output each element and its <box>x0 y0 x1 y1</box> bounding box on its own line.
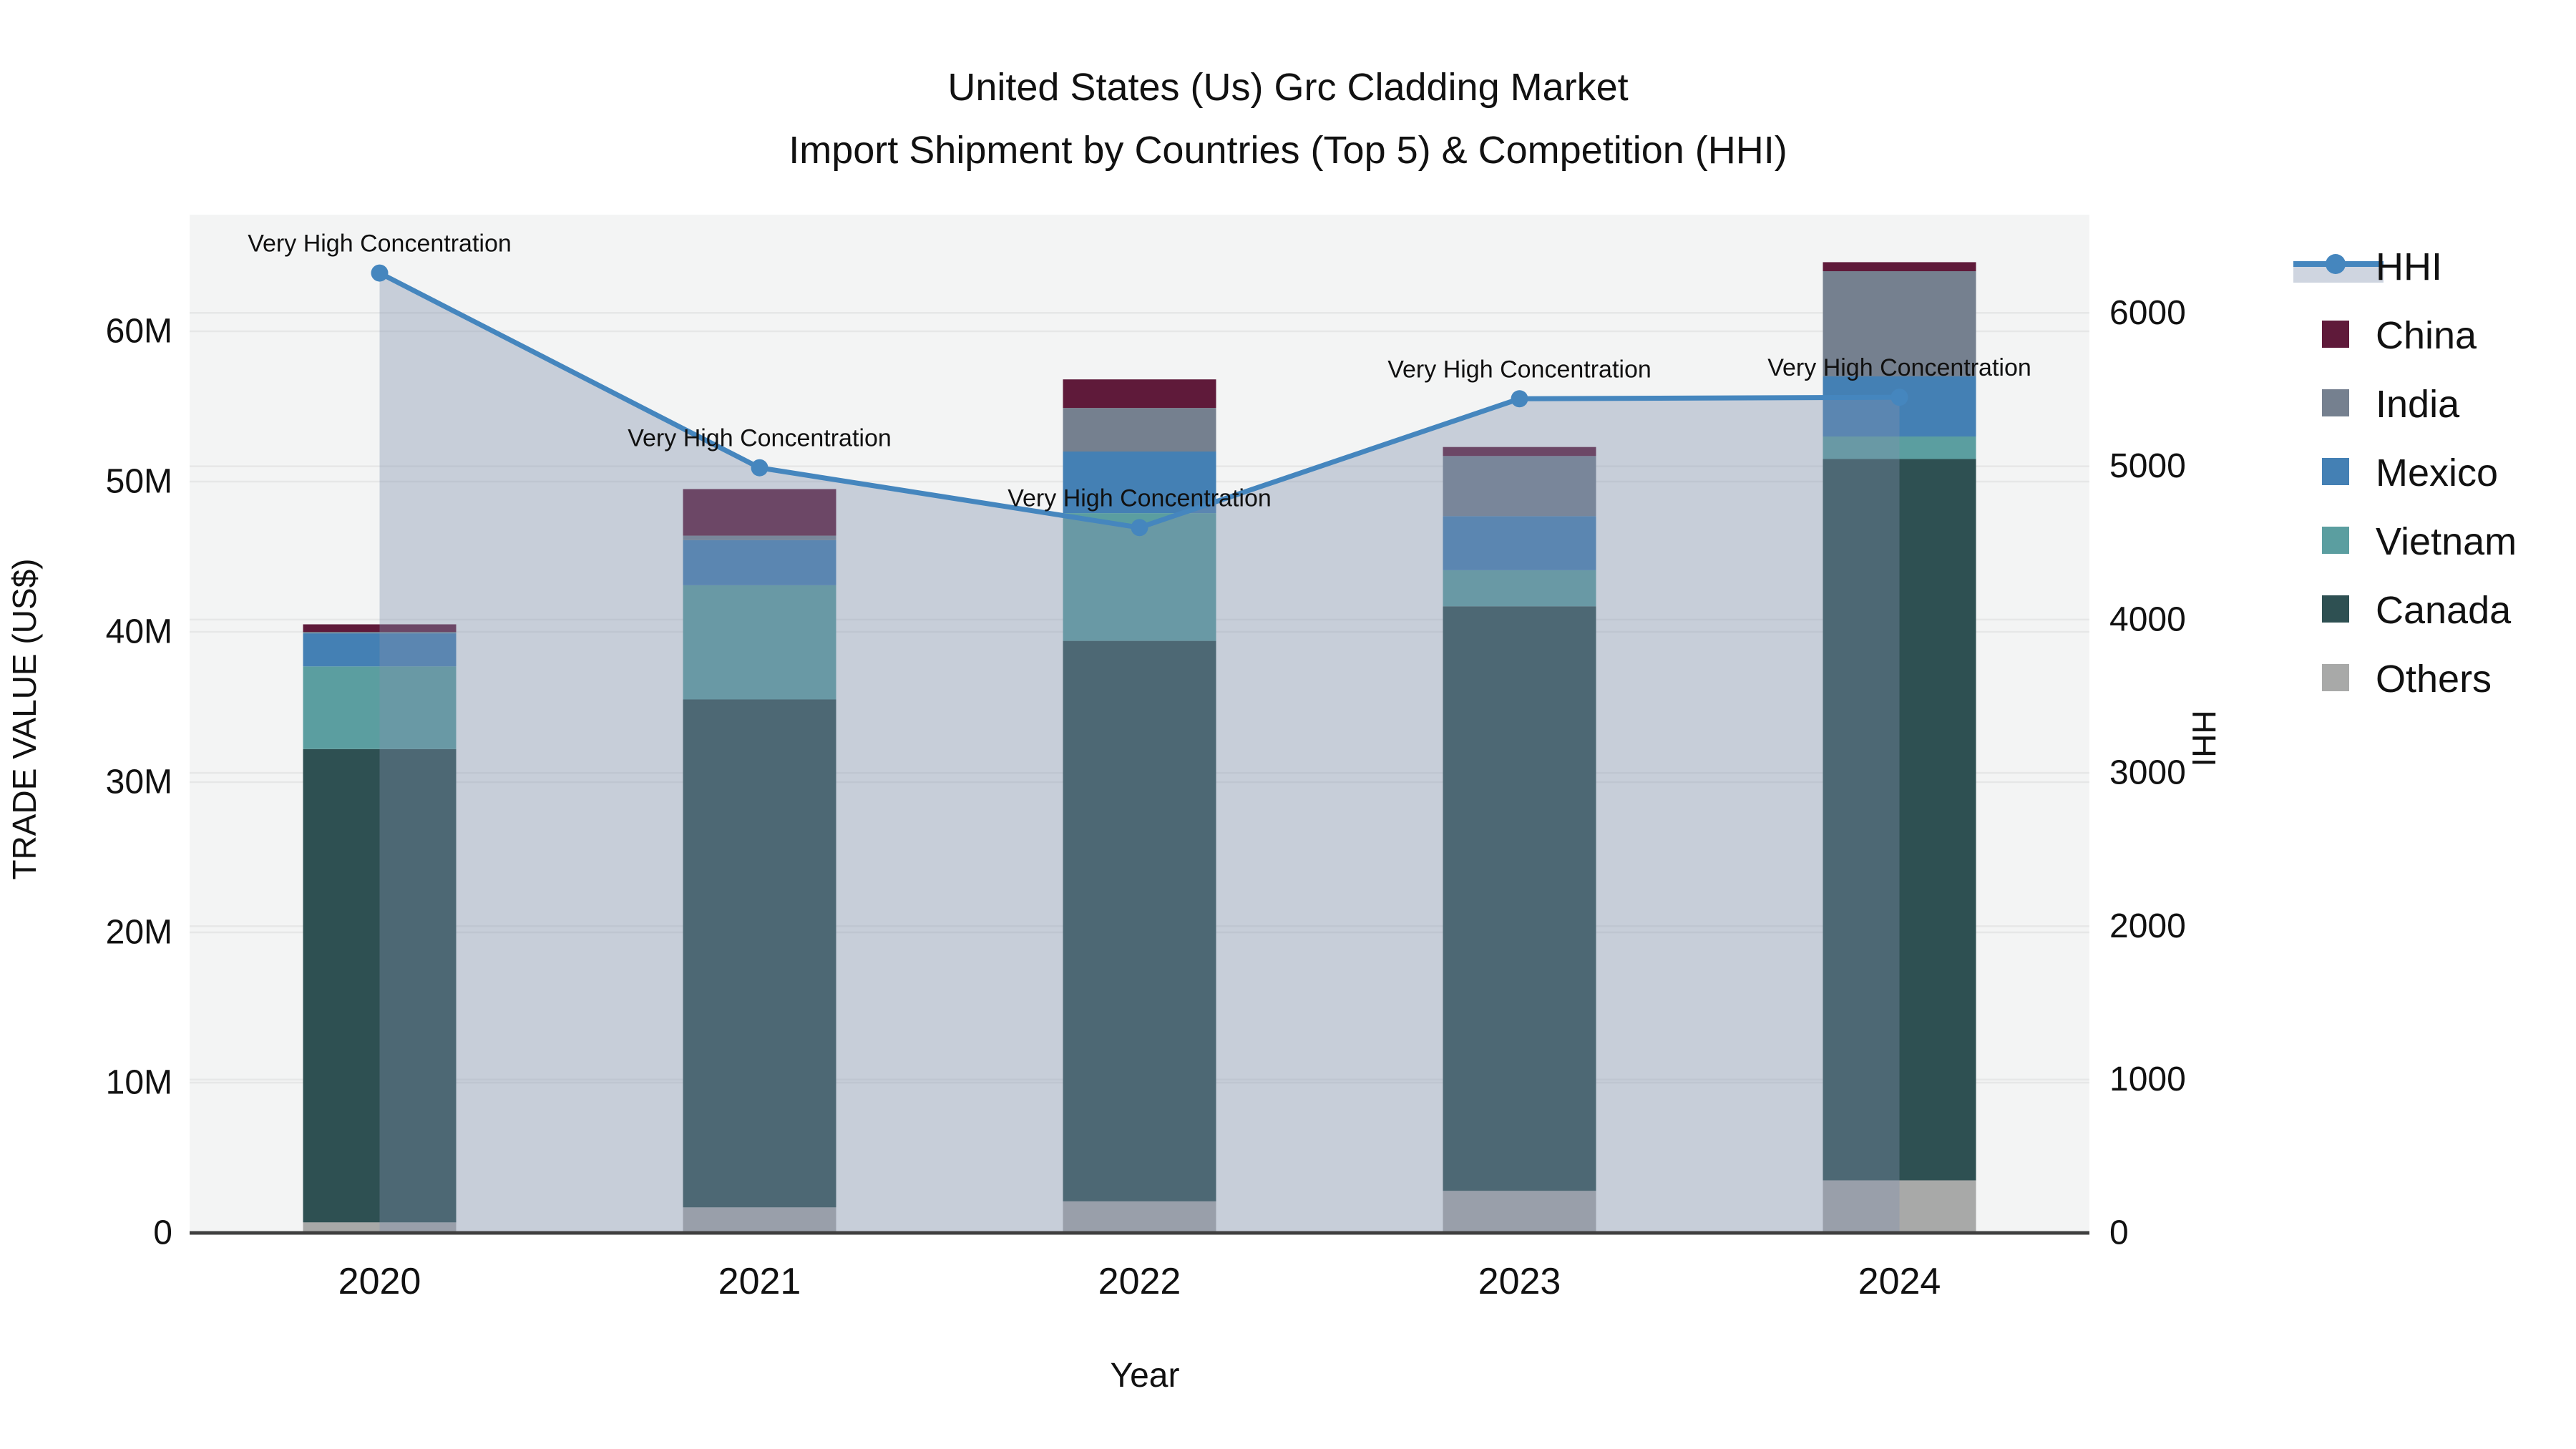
bar-segment-others-2024[interactable] <box>1823 1180 1976 1234</box>
bar-segment-india-2023[interactable] <box>1443 456 1596 517</box>
bar-segment-china-2023[interactable] <box>1443 447 1596 457</box>
hhi-marker-2020[interactable] <box>371 264 389 282</box>
y-right-tick-5000: 5000 <box>2109 447 2186 485</box>
bar-segment-others-2020[interactable] <box>303 1222 457 1233</box>
y-left-tick-40M: 40M <box>106 613 172 651</box>
bar-segment-mexico-2021[interactable] <box>683 540 836 585</box>
bar-segment-vietnam-2023[interactable] <box>1443 570 1596 607</box>
legend-item-canada[interactable]: Canada <box>2322 589 2512 632</box>
y-right-tick-6000: 6000 <box>2109 294 2186 332</box>
bar-segment-others-2023[interactable] <box>1443 1191 1596 1233</box>
x-axis-title: Year <box>1110 1357 1180 1395</box>
bar-segment-mexico-2023[interactable] <box>1443 516 1596 570</box>
legend-swatch-others <box>2322 664 2349 691</box>
legend-item-vietnam[interactable]: Vietnam <box>2322 520 2517 563</box>
bar-segment-vietnam-2020[interactable] <box>303 666 457 749</box>
y-axis-title-right: HHI <box>2185 710 2223 767</box>
x-tick-2021: 2021 <box>718 1261 801 1302</box>
hhi-marker-2024[interactable] <box>1890 389 1908 406</box>
bar-segment-others-2022[interactable] <box>1063 1201 1216 1233</box>
bar-segment-canada-2022[interactable] <box>1063 640 1216 1201</box>
legend-swatch-mexico <box>2322 458 2349 485</box>
legend-hhi-marker-icon <box>2326 254 2346 274</box>
legend-item-mexico[interactable]: Mexico <box>2322 452 2498 494</box>
x-tick-2023: 2023 <box>1478 1261 1561 1302</box>
y-right-tick-4000: 4000 <box>2109 600 2186 638</box>
bar-segment-china-2021[interactable] <box>683 489 836 536</box>
hhi-marker-2023[interactable] <box>1511 390 1528 408</box>
legend-label-mexico: Mexico <box>2376 452 2498 494</box>
legend-label-others: Others <box>2376 658 2492 701</box>
legend-item-india[interactable]: India <box>2322 383 2460 426</box>
bar-segment-others-2021[interactable] <box>683 1207 836 1233</box>
bar-segment-mexico-2020[interactable] <box>303 633 457 667</box>
bar-segment-mexico-2024[interactable] <box>1823 376 1976 436</box>
bar-segment-india-2022[interactable] <box>1063 408 1216 452</box>
legend-label-canada: Canada <box>2376 589 2512 632</box>
legend-label-china: China <box>2376 314 2477 357</box>
annotation-2023: Very High Concentration <box>1387 356 1652 383</box>
y-right-tick-0: 0 <box>2109 1214 2129 1252</box>
x-tick-2024: 2024 <box>1858 1261 1941 1302</box>
legend-swatch-china <box>2322 321 2349 348</box>
bar-segment-india-2021[interactable] <box>683 535 836 540</box>
x-tick-2022: 2022 <box>1098 1261 1181 1302</box>
bar-segment-vietnam-2024[interactable] <box>1823 436 1976 459</box>
y-right-tick-3000: 3000 <box>2109 754 2186 792</box>
legend-item-others[interactable]: Others <box>2322 658 2492 701</box>
bar-segment-canada-2024[interactable] <box>1823 459 1976 1181</box>
bar-segment-canada-2023[interactable] <box>1443 606 1596 1191</box>
bar-segment-china-2022[interactable] <box>1063 379 1216 409</box>
y-axis-title-left: TRADE VALUE (US$) <box>6 558 43 880</box>
legend-item-hhi[interactable]: HHI <box>2293 245 2442 288</box>
hhi-marker-2021[interactable] <box>751 459 769 477</box>
legend-item-china[interactable]: China <box>2322 314 2477 357</box>
chart-title: United States (Us) Grc Cladding Market I… <box>0 56 2576 182</box>
bar-segment-canada-2021[interactable] <box>683 699 836 1208</box>
y-left-tick-30M: 30M <box>106 763 172 801</box>
annotation-2020: Very High Concentration <box>248 230 512 258</box>
chart-title-line2: Import Shipment by Countries (Top 5) & C… <box>789 129 1787 172</box>
annotation-2022: Very High Concentration <box>1008 484 1272 512</box>
annotation-2021: Very High Concentration <box>628 425 892 452</box>
chart-title-line1: United States (Us) Grc Cladding Market <box>947 66 1629 109</box>
legend-swatch-vietnam <box>2322 527 2349 554</box>
hhi-area-fill <box>379 273 1900 1233</box>
bar-segment-india-2024[interactable] <box>1823 271 1976 376</box>
legend-label-india: India <box>2376 383 2460 426</box>
bar-segment-india-2020[interactable] <box>303 632 457 634</box>
x-tick-2020: 2020 <box>338 1261 421 1302</box>
y-left-tick-20M: 20M <box>106 914 172 952</box>
bar-segment-canada-2020[interactable] <box>303 748 457 1223</box>
bar-segment-vietnam-2021[interactable] <box>683 585 836 700</box>
legend-swatch-india <box>2322 389 2349 416</box>
legend-label-hhi: HHI <box>2376 245 2442 288</box>
bar-segment-china-2020[interactable] <box>303 624 457 633</box>
y-right-tick-1000: 1000 <box>2109 1060 2186 1098</box>
annotation-2024: Very High Concentration <box>1767 354 2031 381</box>
y-right-tick-2000: 2000 <box>2109 907 2186 945</box>
bar-segment-china-2024[interactable] <box>1823 262 1976 271</box>
y-left-tick-10M: 10M <box>106 1064 172 1102</box>
y-left-tick-60M: 60M <box>106 313 172 351</box>
y-left-tick-50M: 50M <box>106 463 172 501</box>
legend-swatch-canada <box>2322 595 2349 623</box>
bar-segment-mexico-2022[interactable] <box>1063 452 1216 514</box>
y-left-tick-0: 0 <box>153 1214 172 1252</box>
hhi-marker-2022[interactable] <box>1131 519 1148 537</box>
legend-label-vietnam: Vietnam <box>2376 520 2517 563</box>
